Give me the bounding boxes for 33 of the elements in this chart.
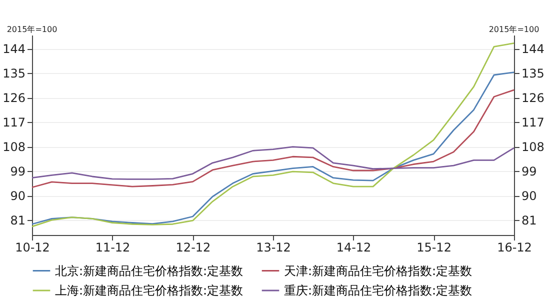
y2-tick-label: 99 <box>522 164 537 179</box>
y2-tick-label: 90 <box>522 189 537 204</box>
x-tick-label: 11-12 <box>95 240 130 254</box>
line-series <box>31 42 515 228</box>
x-tick-label: 15-12 <box>416 240 452 254</box>
x-tick-label: 14-12 <box>336 240 372 254</box>
y-tick-label: 144 <box>2 42 26 56</box>
y2-tick-label: 108 <box>522 140 544 154</box>
y-tick-label: 90 <box>10 189 26 204</box>
y2-tick-label: 144 <box>522 42 544 56</box>
x-tick-label: 10-12 <box>15 240 50 254</box>
line-series <box>31 146 515 180</box>
y2-tick-label: 81 <box>522 214 537 228</box>
y-tick-label: 99 <box>10 164 26 179</box>
y2-tick-label: 117 <box>522 116 544 130</box>
y-tick-label: 117 <box>2 116 26 130</box>
text: 2015年=100 <box>6 25 58 34</box>
y-tick-label: 81 <box>10 214 26 228</box>
x-tick-label: 13-12 <box>256 240 291 254</box>
legend-label: 重庆:新建商品住宅价格指数:定基数 <box>284 284 472 298</box>
line-series <box>31 72 515 225</box>
y-tick-label: 135 <box>2 66 26 81</box>
line-series <box>31 89 515 188</box>
y2-tick-label: 135 <box>522 66 544 81</box>
legend-label: 上海:新建商品住宅价格指数:定基数 <box>55 284 244 298</box>
text: 2015年=100 <box>488 25 540 34</box>
x-tick-label: 16-12 <box>497 240 532 254</box>
legend-label: 北京:新建商品住宅价格指数:定基数 <box>55 264 244 278</box>
x-tick-label: 12-12 <box>176 240 211 254</box>
y2-tick-label: 126 <box>522 91 544 106</box>
y-tick-label: 126 <box>2 91 26 106</box>
legend-label: 天津:新建商品住宅价格指数:定基数 <box>284 264 472 278</box>
y-tick-label: 108 <box>2 140 26 154</box>
